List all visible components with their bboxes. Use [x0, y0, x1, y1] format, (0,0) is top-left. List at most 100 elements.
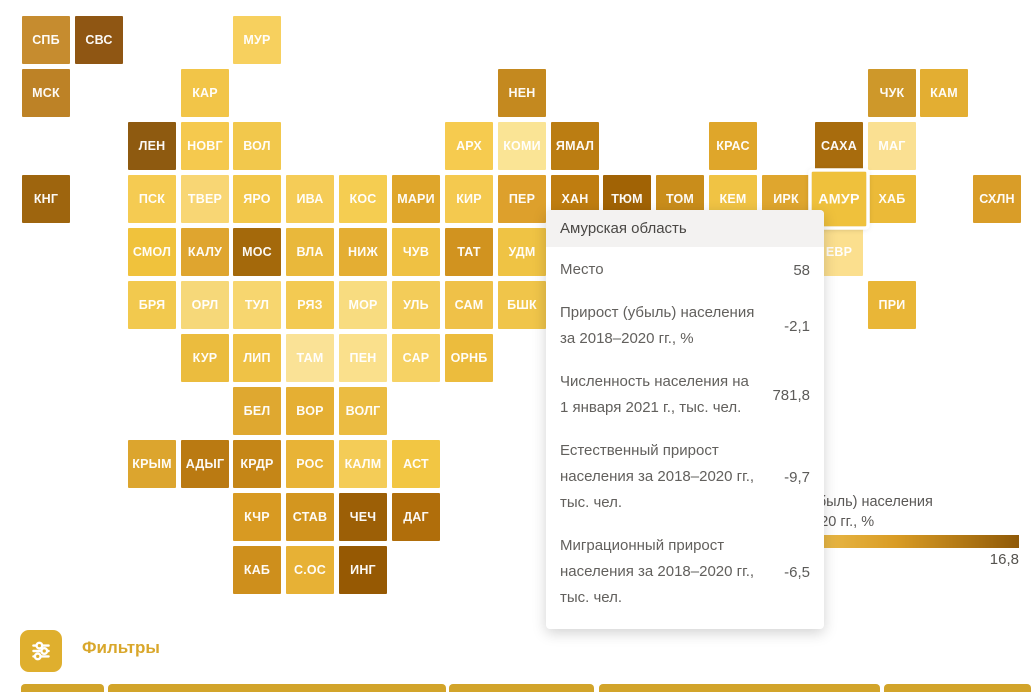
region-tile-label: КЕМ: [719, 192, 747, 206]
region-tile-ТАМ[interactable]: ТАМ: [286, 334, 334, 382]
region-tile-ТВЕР[interactable]: ТВЕР: [181, 175, 229, 223]
region-tile-КИР[interactable]: КИР: [445, 175, 493, 223]
region-tile-СВС[interactable]: СВС: [75, 16, 123, 64]
filters-label[interactable]: Фильтры: [82, 638, 160, 657]
region-tile-ПСК[interactable]: ПСК: [128, 175, 176, 223]
region-tile-label: ВОЛГ: [345, 404, 381, 418]
region-tile-УДМ[interactable]: УДМ: [498, 228, 546, 276]
region-tile-label: ВЛА: [296, 245, 324, 259]
region-tile-ЯМАЛ[interactable]: ЯМАЛ: [551, 122, 599, 170]
region-tile-УЛЬ[interactable]: УЛЬ: [392, 281, 440, 329]
region-tile-БРЯ[interactable]: БРЯ: [128, 281, 176, 329]
region-tile-КУР[interactable]: КУР: [181, 334, 229, 382]
region-tile-КАР[interactable]: КАР: [181, 69, 229, 117]
tooltip-body: Место 58 Прирост (убыль) населения за 2018…: [546, 247, 824, 629]
bottom-card-top[interactable]: [108, 684, 446, 692]
region-tile-КАБ[interactable]: КАБ: [233, 546, 281, 594]
region-tile-МОС[interactable]: МОС: [233, 228, 281, 276]
region-tile-СХЛН[interactable]: СХЛН: [973, 175, 1021, 223]
region-tile-ИВА[interactable]: ИВА: [286, 175, 334, 223]
region-tile-label: УЛЬ: [403, 298, 429, 312]
region-tile-label: РОС: [296, 457, 324, 471]
region-tile-label: КРДР: [240, 457, 274, 471]
region-tile-МСК[interactable]: МСК: [22, 69, 70, 117]
region-tile-label: РЯЗ: [297, 298, 323, 312]
region-tile-СПБ[interactable]: СПБ: [22, 16, 70, 64]
region-tile-label: НИЖ: [348, 245, 378, 259]
region-tile-ХАБ[interactable]: ХАБ: [868, 175, 916, 223]
region-tile-ЛЕН[interactable]: ЛЕН: [128, 122, 176, 170]
region-tile-label: ХАН: [561, 192, 589, 206]
region-tile-СТАВ[interactable]: СТАВ: [286, 493, 334, 541]
bottom-card-top[interactable]: [599, 684, 880, 692]
region-tile-КОМИ[interactable]: КОМИ: [498, 122, 546, 170]
tooltip-stat-row: Естественный прирост населения за 2018–2…: [560, 438, 810, 516]
region-tile-АДЫГ[interactable]: АДЫГ: [181, 440, 229, 488]
region-tile-ВОР[interactable]: ВОР: [286, 387, 334, 435]
region-tile-АРХ[interactable]: АРХ: [445, 122, 493, 170]
region-tile-СМОЛ[interactable]: СМОЛ: [128, 228, 176, 276]
region-tile-label: ТЮМ: [611, 192, 643, 206]
region-tile-ВЛА[interactable]: ВЛА: [286, 228, 334, 276]
region-tile-ТАТ[interactable]: ТАТ: [445, 228, 493, 276]
region-tile-label: ВОЛ: [243, 139, 271, 153]
region-tile-ЧУВ[interactable]: ЧУВ: [392, 228, 440, 276]
bottom-card-top[interactable]: [884, 684, 1031, 692]
filters-button[interactable]: [20, 630, 62, 672]
region-tile-КАЛУ[interactable]: КАЛУ: [181, 228, 229, 276]
region-tile-ЛИП[interactable]: ЛИП: [233, 334, 281, 382]
region-tile-КРАС[interactable]: КРАС: [709, 122, 757, 170]
region-tile-КЧР[interactable]: КЧР: [233, 493, 281, 541]
region-tile-ВОЛ[interactable]: ВОЛ: [233, 122, 281, 170]
region-tile-label: КРЫМ: [132, 457, 172, 471]
region-tile-ОРНБ[interactable]: ОРНБ: [445, 334, 493, 382]
region-tile-НОВГ[interactable]: НОВГ: [181, 122, 229, 170]
region-tile-АМУР[interactable]: АМУР: [808, 168, 870, 230]
region-tile-БШК[interactable]: БШК: [498, 281, 546, 329]
bottom-card-top[interactable]: [21, 684, 104, 692]
region-tile-ОРЛ[interactable]: ОРЛ: [181, 281, 229, 329]
region-tile-КНГ[interactable]: КНГ: [22, 175, 70, 223]
region-tile-ПЕН[interactable]: ПЕН: [339, 334, 387, 382]
region-tile-label: КОС: [349, 192, 377, 206]
region-tile-РЯЗ[interactable]: РЯЗ: [286, 281, 334, 329]
region-tile-БЕЛ[interactable]: БЕЛ: [233, 387, 281, 435]
region-tile-ПЕР[interactable]: ПЕР: [498, 175, 546, 223]
region-tile-САМ[interactable]: САМ: [445, 281, 493, 329]
region-tile-label: ТОМ: [665, 192, 695, 206]
region-tile-ИНГ[interactable]: ИНГ: [339, 546, 387, 594]
region-tile-АСТ[interactable]: АСТ: [392, 440, 440, 488]
region-tile-ЯРО[interactable]: ЯРО: [233, 175, 281, 223]
bottom-card-top[interactable]: [449, 684, 594, 692]
region-tile-КАЛМ[interactable]: КАЛМ: [339, 440, 387, 488]
tooltip-stat-row: Место 58: [560, 257, 810, 283]
region-tile-КРЫМ[interactable]: КРЫМ: [128, 440, 176, 488]
tooltip-stat-value: -6,5: [784, 563, 810, 581]
region-tile-МАРИ[interactable]: МАРИ: [392, 175, 440, 223]
region-tile-ДАГ[interactable]: ДАГ: [392, 493, 440, 541]
region-tile-САХА[interactable]: САХА: [815, 122, 863, 170]
region-tile-label: ВОР: [296, 404, 324, 418]
region-tile-НЕН[interactable]: НЕН: [498, 69, 546, 117]
region-tile-label: ОРЛ: [191, 298, 219, 312]
region-tile-ПРИ[interactable]: ПРИ: [868, 281, 916, 329]
region-tile-label: ЧУК: [879, 86, 905, 100]
region-tile-САР[interactable]: САР: [392, 334, 440, 382]
region-tile-ТУЛ[interactable]: ТУЛ: [233, 281, 281, 329]
region-tile-С.ОС[interactable]: С.ОС: [286, 546, 334, 594]
region-tile-КОС[interactable]: КОС: [339, 175, 387, 223]
region-tile-МАГ[interactable]: МАГ: [868, 122, 916, 170]
region-tile-label: НОВГ: [187, 139, 223, 153]
region-tile-ЧЕЧ[interactable]: ЧЕЧ: [339, 493, 387, 541]
region-tile-НИЖ[interactable]: НИЖ: [339, 228, 387, 276]
region-tile-МУР[interactable]: МУР: [233, 16, 281, 64]
region-tile-ВОЛГ[interactable]: ВОЛГ: [339, 387, 387, 435]
tooltip-stat-label: Естественный прирост населения за 2018–2…: [560, 442, 755, 511]
region-tile-ЧУК[interactable]: ЧУК: [868, 69, 916, 117]
region-tile-РОС[interactable]: РОС: [286, 440, 334, 488]
region-tile-МОР[interactable]: МОР: [339, 281, 387, 329]
region-tile-label: КНГ: [33, 192, 59, 206]
region-tile-КРДР[interactable]: КРДР: [233, 440, 281, 488]
region-tile-label: ИНГ: [350, 563, 376, 577]
region-tile-КАМ[interactable]: КАМ: [920, 69, 968, 117]
